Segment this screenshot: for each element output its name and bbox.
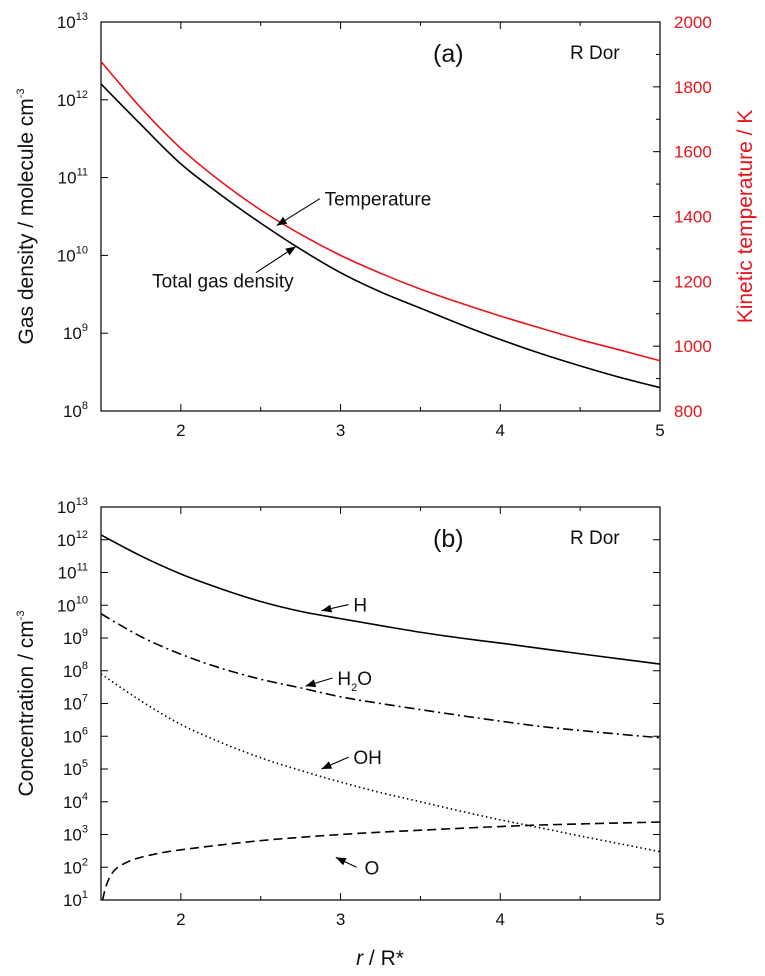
y2-tick-label: 1600	[674, 143, 712, 162]
star-name: R Dor	[570, 43, 620, 64]
y2-tick-label: 800	[674, 402, 702, 421]
annotation-arrow-head	[321, 604, 333, 613]
y-tick-label: 103	[63, 824, 88, 845]
panel-label: (b)	[433, 525, 464, 553]
y-tick-label: 108	[63, 400, 88, 421]
y-tick-label: 1012	[57, 89, 88, 110]
annotation-arrow-head	[305, 679, 317, 688]
x-tick-label: 2	[176, 421, 185, 440]
x-tick-label: 3	[336, 421, 345, 440]
series-line-total-gas-density	[100, 83, 661, 389]
y-tick-label: 1011	[58, 167, 88, 188]
tick-marks	[100, 21, 661, 901]
y-tick-label: 106	[63, 725, 88, 746]
y-tick-label: 1013	[57, 11, 88, 32]
y2-axis-label: Kinetic temperature / K	[734, 110, 757, 324]
y2-tick-label: 1200	[674, 272, 712, 291]
annotation-arrow-head	[321, 761, 333, 769]
y2-tick-label: 2000	[674, 13, 712, 32]
x-tick-label: 2	[176, 910, 185, 929]
x-tick-label: 5	[655, 421, 664, 440]
y-tick-label: 108	[63, 660, 88, 681]
y-tick-label: 102	[63, 856, 88, 877]
y-tick-label: 1012	[57, 529, 88, 550]
y-tick-label: 107	[63, 693, 88, 714]
series-line-h2o	[100, 613, 661, 739]
y-tick-label: 1013	[57, 496, 88, 517]
annotation-arrow-head	[276, 216, 288, 226]
y2-tick-label: 1800	[674, 78, 712, 97]
y2-tick-label: 1000	[674, 337, 712, 356]
annotation-arrow-head	[335, 857, 347, 866]
y-axis-label: Concentration / cm-3	[15, 610, 38, 796]
y-tick-label: 1010	[57, 244, 88, 265]
star-name: R Dor	[570, 528, 620, 549]
y-tick-label: 109	[63, 322, 88, 343]
label-o: O	[365, 858, 380, 879]
y-tick-label: 101	[63, 889, 88, 910]
y-axis-label: Gas density / molecule cm-3	[15, 88, 38, 344]
annotation-arrow-head	[285, 246, 296, 256]
x-tick-label: 4	[496, 910, 505, 929]
label-h2o: H2O	[337, 669, 372, 694]
x-tick-label: 4	[496, 421, 505, 440]
label-oh: OH	[353, 748, 382, 769]
x-tick-label: 5	[655, 910, 664, 929]
annotation-total-gas-density: Total gas density	[152, 272, 294, 293]
series-line-h	[100, 534, 661, 665]
y-tick-label: 104	[63, 791, 88, 812]
annotation-temperature: Temperature	[325, 190, 432, 211]
y-tick-label: 1011	[58, 562, 88, 583]
y2-tick-label: 1400	[674, 208, 712, 227]
label-h: H	[353, 596, 367, 617]
x-axis-label: r / R*	[356, 947, 404, 970]
series-line-o	[101, 821, 661, 901]
series-line-temperature	[100, 61, 661, 362]
x-tick-label: 3	[336, 910, 345, 929]
plot-frame-0	[100, 21, 661, 412]
data-lines	[100, 61, 661, 901]
y-tick-label: 109	[63, 627, 88, 648]
y-tick-label: 1010	[57, 594, 88, 615]
panel-label: (a)	[433, 40, 464, 68]
y-tick-label: 105	[63, 758, 88, 779]
